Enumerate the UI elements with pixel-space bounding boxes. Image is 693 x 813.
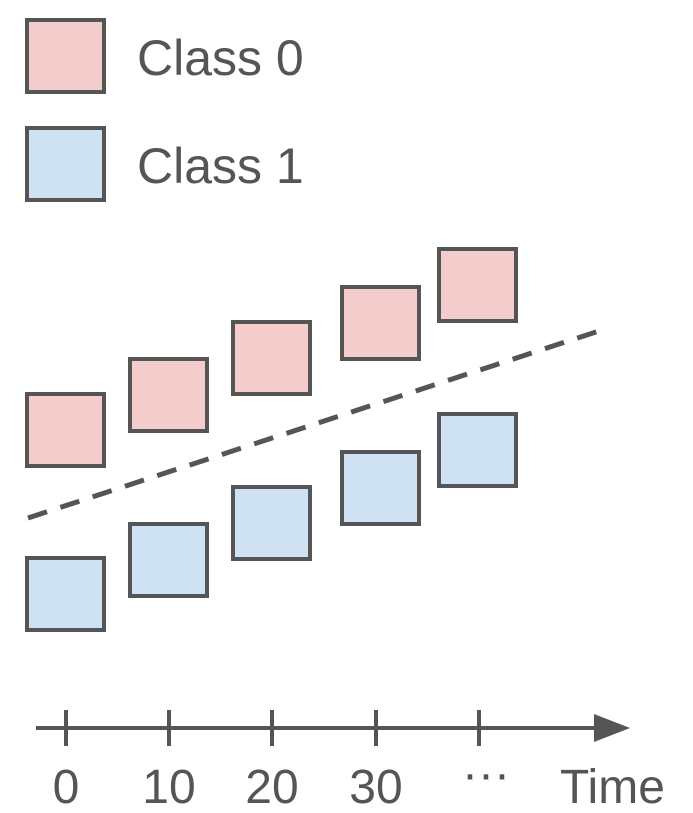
legend-swatch-class-0 [25, 18, 106, 94]
tick-label: 20 [245, 761, 298, 813]
class-1-point [437, 412, 518, 488]
tick-label: 0 [53, 761, 80, 813]
class-1-point [128, 522, 209, 598]
tick-label: 10 [142, 761, 195, 813]
legend: Class 0 Class 1 [25, 18, 304, 202]
axis-arrowhead [594, 714, 630, 742]
legend-swatch-class-1 [25, 126, 106, 202]
class-0-point [437, 247, 518, 323]
legend-label-class-1: Class 1 [137, 138, 304, 194]
class-0-points [25, 247, 518, 468]
class-1-point [25, 556, 106, 632]
class-0-point [128, 357, 209, 433]
tick-label: 30 [349, 761, 402, 813]
legend-label-class-0: Class 0 [137, 30, 304, 86]
class-0-point [25, 392, 106, 468]
tick-label: ··· [462, 748, 510, 801]
class-1-point [340, 450, 421, 526]
axis-title: Time [560, 761, 665, 813]
decision-boundary [27, 325, 609, 521]
class-0-point [340, 285, 421, 361]
class-1-points [25, 412, 518, 632]
class-1-point [231, 485, 312, 561]
class-0-point [231, 320, 312, 396]
time-axis: 0 10 20 30 ··· Time [36, 710, 665, 813]
